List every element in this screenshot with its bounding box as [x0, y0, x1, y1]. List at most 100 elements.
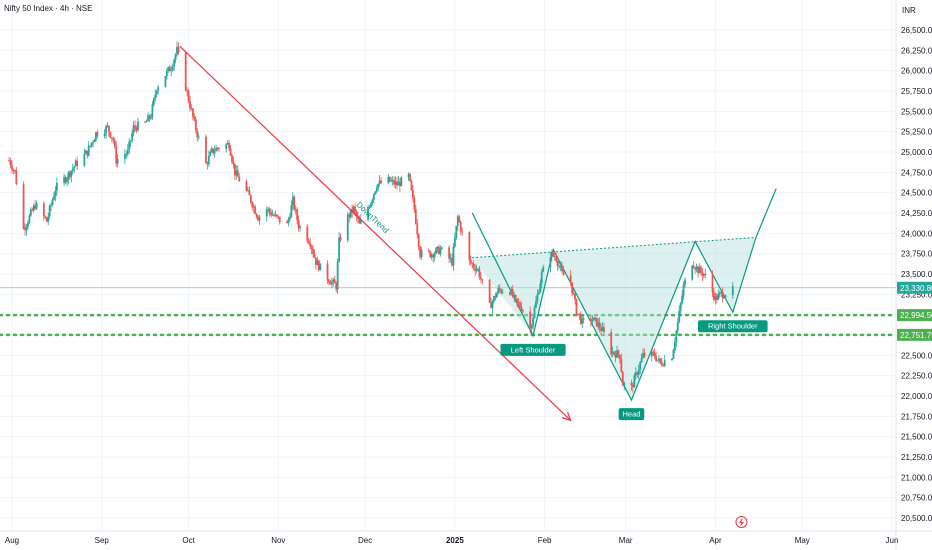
candle-body — [48, 206, 51, 217]
candle-body — [532, 317, 534, 327]
candle-body — [319, 263, 322, 271]
head-and-shoulders-pattern — [471, 188, 777, 402]
candle-body — [53, 196, 55, 200]
candle-body — [205, 136, 207, 164]
candle-body — [671, 358, 673, 361]
candle-body — [550, 251, 553, 258]
lightning-bolt-glyph — [739, 518, 745, 526]
candle-body — [194, 119, 197, 131]
candle-body — [359, 219, 362, 224]
candle-body — [569, 275, 572, 283]
candle-body — [682, 284, 685, 296]
candle-body — [286, 222, 288, 224]
candle-body — [597, 322, 600, 327]
candle-body — [475, 269, 478, 271]
candle-body — [83, 153, 86, 166]
candle-body — [11, 165, 13, 171]
candle-body — [429, 251, 432, 258]
candle-body — [248, 190, 251, 196]
candle-body — [192, 108, 194, 117]
candle-body — [44, 216, 47, 218]
candle-body — [255, 213, 258, 217]
candle-body — [209, 151, 212, 156]
candle-body — [643, 352, 646, 357]
candle-body — [407, 173, 410, 178]
candle-body — [468, 231, 471, 261]
candle-body — [68, 172, 71, 177]
price-axis[interactable]: 26,500.00 26,250.00 26,000.00 25,750.00 25,5… — [895, 0, 932, 550]
price-tick-label: 22,500.00 — [901, 351, 932, 360]
neckline — [472, 236, 756, 259]
candle-body — [500, 289, 503, 293]
candle-body — [348, 214, 351, 218]
candle-body — [132, 125, 135, 134]
candle-body — [134, 125, 136, 128]
candle-body — [154, 94, 157, 99]
candle-body — [89, 145, 92, 147]
candle-body — [346, 214, 349, 241]
candle-body — [632, 385, 634, 388]
time-axis[interactable]: Aug Sep Oct Nov Dec 2025 Feb Mar Apr May Jun — [0, 530, 932, 545]
candle-body — [193, 116, 196, 120]
candle-body — [186, 90, 189, 92]
price-tick-label: 20,750.00 — [901, 494, 932, 503]
candle-body — [15, 170, 18, 185]
candle-body — [692, 265, 695, 268]
candle-body — [614, 353, 617, 358]
candle-body — [571, 282, 574, 294]
candle-body — [63, 177, 66, 183]
candle-body — [714, 295, 717, 300]
candle-body — [64, 177, 67, 183]
candle-body — [307, 241, 310, 244]
candle-body — [458, 216, 461, 223]
candle-body — [226, 142, 229, 145]
candle-body — [106, 125, 109, 127]
candle-body — [105, 126, 107, 134]
candle-body — [378, 180, 381, 184]
candle-body — [452, 246, 455, 266]
candle-body — [660, 362, 663, 366]
price-tick-label: 25,500.00 — [901, 107, 932, 116]
time-tick-label: Jun — [886, 536, 899, 545]
candle-body — [229, 148, 232, 156]
candle-body — [277, 216, 280, 218]
candle-body — [67, 172, 70, 179]
price-tick-label: 26,250.00 — [901, 46, 932, 55]
candle-body — [698, 267, 701, 274]
candle-body — [349, 208, 352, 218]
candle-body — [652, 351, 655, 353]
candle-body — [639, 362, 642, 370]
candle-body — [294, 209, 297, 211]
candle-body — [144, 121, 147, 123]
candle-body — [245, 181, 248, 191]
candle-body — [54, 190, 57, 197]
candle-body — [165, 70, 168, 77]
price-level-labels: 23,330.80 22,994.50 22,751.75 — [897, 281, 932, 341]
candle-body — [517, 301, 520, 303]
candle-body — [613, 351, 616, 354]
candle-body — [13, 170, 16, 172]
annotation-badge — [500, 343, 566, 356]
candle-body — [582, 318, 585, 320]
candle-body — [236, 170, 239, 177]
price-tick-label: 23,250.00 — [901, 290, 932, 299]
price-tick-label: 25,000.00 — [901, 148, 932, 157]
annotation-label: Right Shoulder — [708, 322, 758, 331]
price-tick-label: 24,000.00 — [901, 229, 932, 238]
candle-body — [718, 292, 721, 294]
candle-body — [552, 251, 555, 257]
candle-body — [461, 231, 464, 233]
candle-body — [270, 211, 272, 216]
candle-body — [676, 321, 679, 331]
candle-body — [27, 222, 29, 227]
candle-body — [637, 369, 640, 375]
candle-body — [293, 196, 296, 210]
candle-body — [640, 357, 643, 363]
candle-body — [636, 372, 639, 375]
candle-body — [519, 302, 521, 307]
candle-body — [472, 263, 475, 268]
time-tick-label: Oct — [182, 536, 195, 545]
event-marker[interactable] — [735, 516, 748, 528]
candle-body — [358, 218, 361, 224]
